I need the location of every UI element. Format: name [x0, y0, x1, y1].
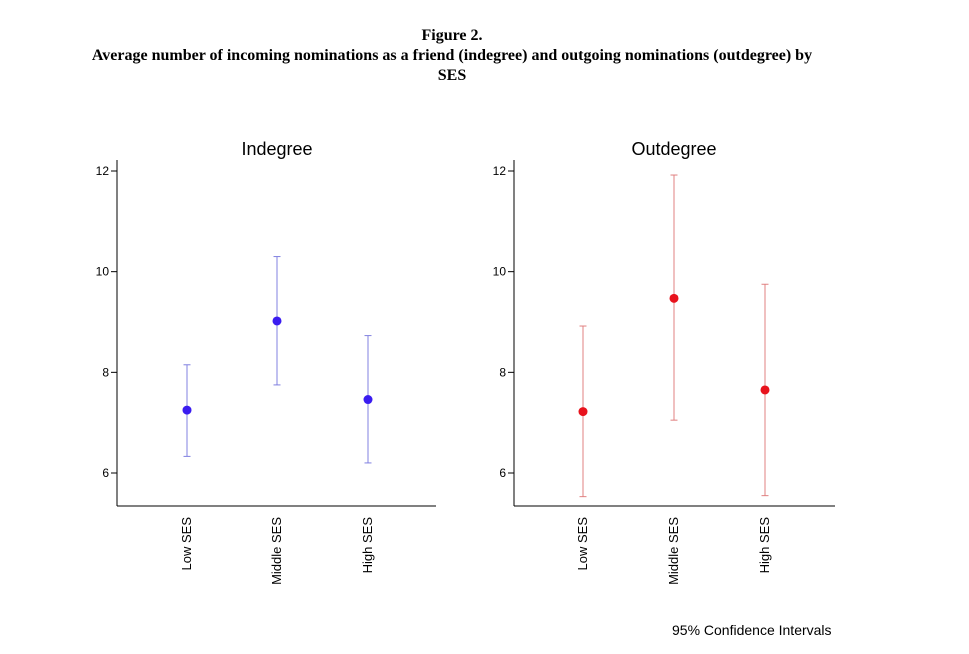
indegree-data-point: [182, 405, 192, 415]
outdegree-x-category-label: Low SES: [575, 517, 590, 571]
indegree-y-tick-label: 8: [102, 365, 109, 379]
outdegree-y-tick-label: 8: [499, 365, 506, 379]
indegree-x-category-label: Middle SES: [269, 517, 284, 585]
outdegree-x-category-label: Middle SES: [666, 517, 681, 585]
confidence-interval-note: 95% Confidence Intervals: [672, 622, 832, 638]
indegree-y-tick-label: 10: [96, 265, 110, 279]
outdegree-x-category-label: High SES: [757, 517, 772, 574]
outdegree-data-point: [760, 385, 770, 395]
indegree-data-point: [363, 395, 373, 405]
indegree-x-category-label: Low SES: [179, 517, 194, 571]
figure-title-line-2: SES: [437, 67, 467, 84]
indegree-chart-title: Indegree: [241, 139, 312, 159]
indegree-y-tick-label: 12: [96, 164, 110, 178]
outdegree-data-point: [669, 293, 679, 303]
outdegree-y-tick-label: 6: [499, 466, 506, 480]
outdegree-y-tick-label: 10: [493, 265, 507, 279]
figure-heading: Figure 2. Average number of incoming nom…: [0, 26, 904, 86]
indegree-data-point: [272, 316, 282, 326]
indegree-x-category-label: High SES: [360, 517, 375, 574]
figure-title-line-1: Average number of incoming nominations a…: [91, 47, 813, 64]
figure-number: Figure 2.: [421, 27, 483, 44]
indegree-y-tick-label: 6: [102, 466, 109, 480]
outdegree-chart-title: Outdegree: [631, 139, 716, 159]
outdegree-y-tick-label: 12: [493, 164, 507, 178]
outdegree-data-point: [578, 407, 588, 417]
